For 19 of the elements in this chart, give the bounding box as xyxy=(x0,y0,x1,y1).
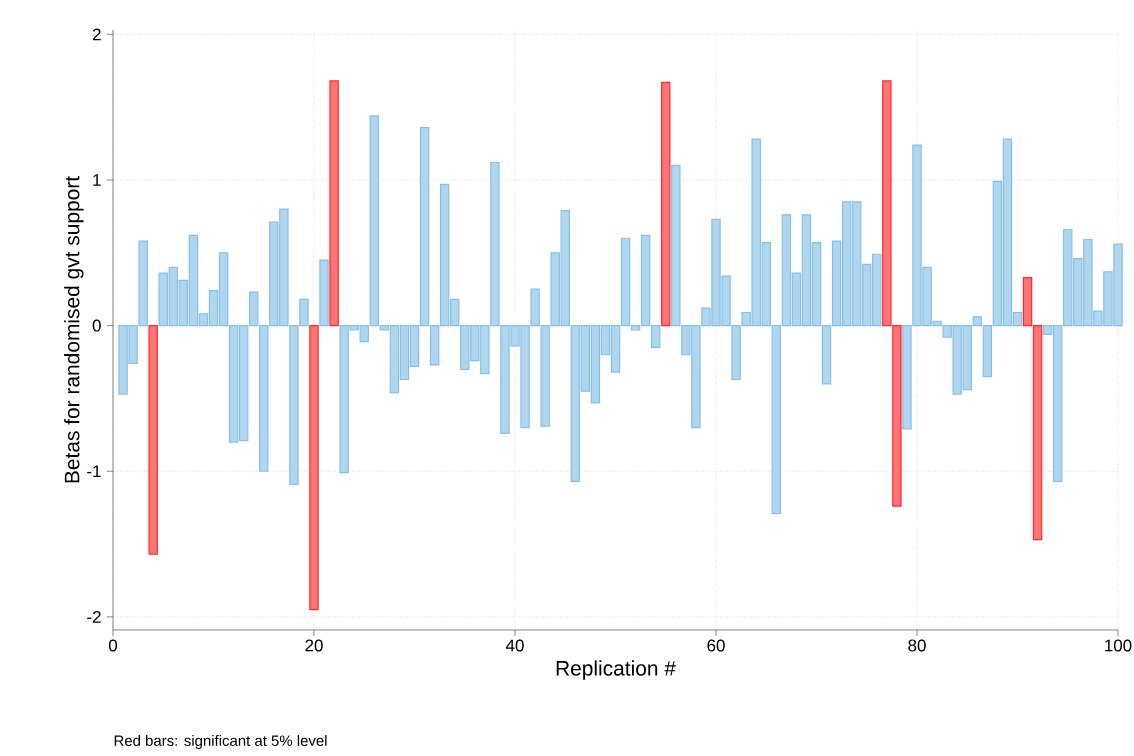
x-tick-label: 20 xyxy=(305,639,323,652)
x-tick-label: 40 xyxy=(505,639,524,652)
x-tick-label: 60 xyxy=(707,639,725,652)
y-tick-label: -2 xyxy=(87,610,101,623)
bar xyxy=(661,81,671,327)
x-axis-title: Replication # xyxy=(556,660,676,680)
bar xyxy=(319,259,329,327)
x-tick-label: 100 xyxy=(1105,639,1132,652)
y-tick-label: 1 xyxy=(93,174,101,186)
y-tick-label: 2 xyxy=(92,28,101,41)
bar xyxy=(329,80,339,327)
x-tick-label: 80 xyxy=(908,639,926,652)
y-axis-title: Betas for randomised gvt support xyxy=(64,176,84,483)
y-tick-label: 0 xyxy=(92,319,101,332)
y-tick-label: -1 xyxy=(87,465,101,478)
bar xyxy=(309,325,319,611)
bar xyxy=(148,325,158,555)
text: Red bars: significant at 5% level xyxy=(114,735,327,749)
x-tick-label: 0 xyxy=(108,639,118,652)
